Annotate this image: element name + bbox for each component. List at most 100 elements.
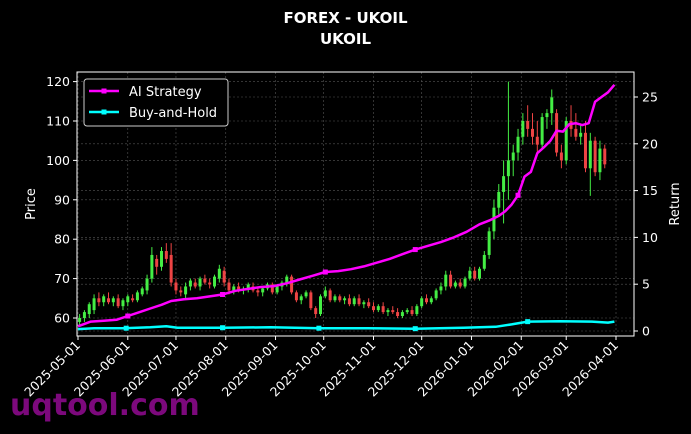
candle-body bbox=[583, 132, 587, 169]
line-marker bbox=[125, 313, 131, 319]
candle-body bbox=[444, 274, 448, 287]
candle-body bbox=[160, 251, 164, 267]
candle-body bbox=[400, 312, 404, 317]
candle-body bbox=[502, 176, 506, 192]
candle-body bbox=[184, 286, 188, 295]
candle-body bbox=[564, 121, 568, 161]
ai-strategy-marker-icon bbox=[101, 88, 107, 94]
candle-body bbox=[550, 97, 554, 114]
candle-body bbox=[497, 191, 501, 208]
candle-body bbox=[319, 296, 323, 315]
candle-body bbox=[304, 292, 308, 297]
buy-and-hold-line bbox=[77, 319, 615, 331]
candle-body bbox=[381, 306, 385, 313]
candle-body bbox=[535, 136, 539, 145]
candle-body bbox=[102, 296, 106, 303]
candle-body bbox=[603, 148, 607, 165]
candle-body bbox=[314, 308, 318, 315]
candle-body bbox=[468, 270, 472, 279]
candle-body bbox=[309, 292, 313, 309]
buy-hold-marker-icon bbox=[101, 109, 107, 115]
candle-body bbox=[290, 276, 294, 293]
candle-body bbox=[150, 254, 154, 279]
candle-body bbox=[299, 296, 303, 301]
candle-body bbox=[87, 304, 91, 315]
candle-body bbox=[222, 270, 226, 283]
y-tick-label: 80 bbox=[54, 232, 70, 247]
candle-body bbox=[179, 290, 183, 293]
candle-body bbox=[386, 310, 390, 313]
price-candles bbox=[78, 81, 607, 326]
candle-body bbox=[574, 128, 578, 137]
candle-body bbox=[213, 276, 217, 287]
candle-body bbox=[78, 318, 82, 322]
candle-body bbox=[376, 306, 380, 311]
candle-body bbox=[246, 284, 250, 289]
line-marker bbox=[123, 325, 129, 331]
y2-tick-label: 20 bbox=[642, 136, 658, 151]
candle-body bbox=[237, 286, 241, 291]
return-lines bbox=[77, 83, 616, 332]
candle-body bbox=[449, 274, 453, 287]
y2-tick-label: 5 bbox=[642, 277, 650, 292]
candle-body bbox=[140, 288, 144, 295]
candle-body bbox=[169, 254, 173, 283]
candle-body bbox=[208, 282, 212, 285]
candle-body bbox=[477, 268, 481, 279]
candle-body bbox=[405, 310, 409, 313]
candle-body bbox=[92, 298, 96, 311]
candle-body bbox=[429, 298, 433, 303]
line-marker bbox=[322, 269, 328, 275]
candle-body bbox=[391, 310, 395, 313]
y-tick-label: 100 bbox=[46, 153, 70, 168]
candle-body bbox=[410, 310, 414, 315]
candle-body bbox=[135, 292, 139, 301]
candle-body bbox=[453, 282, 457, 287]
return-axis-label: Return bbox=[668, 182, 683, 225]
candle-body bbox=[530, 128, 534, 137]
candle-body bbox=[174, 282, 178, 291]
line-marker bbox=[220, 291, 226, 297]
candle-body bbox=[131, 298, 135, 301]
candle-body bbox=[126, 296, 130, 303]
chart-title-line1: FOREX - UKOIL bbox=[283, 9, 408, 27]
line-marker bbox=[412, 326, 418, 332]
candle-body bbox=[275, 286, 279, 293]
candle-body bbox=[593, 140, 597, 173]
candle-body bbox=[107, 298, 111, 303]
candle-body bbox=[579, 132, 583, 137]
legend-ai-strategy: AI Strategy bbox=[129, 85, 202, 100]
candle-body bbox=[473, 270, 477, 279]
candle-body bbox=[487, 231, 491, 255]
candle-body bbox=[294, 292, 298, 301]
candle-body bbox=[540, 117, 544, 145]
watermark: uqtool.com bbox=[10, 388, 200, 423]
candle-body bbox=[511, 152, 515, 161]
candle-body bbox=[347, 298, 351, 305]
line-marker bbox=[412, 247, 418, 253]
line-marker bbox=[316, 325, 322, 331]
line-marker bbox=[525, 319, 531, 325]
candle-body bbox=[97, 298, 101, 303]
y2-tick-label: 0 bbox=[642, 324, 650, 339]
candle-body bbox=[328, 290, 332, 301]
y2-tick-label: 10 bbox=[642, 230, 658, 245]
candle-body bbox=[463, 278, 467, 287]
ai-strategy-line bbox=[77, 83, 616, 328]
return-axis: 0 5 10 15 20 25 bbox=[634, 90, 658, 339]
candle-body bbox=[338, 296, 342, 301]
plot-frame bbox=[76, 71, 635, 337]
y-tick-label: 120 bbox=[46, 74, 70, 89]
candle-body bbox=[116, 298, 120, 307]
chart-title-line2: UKOIL bbox=[319, 30, 372, 48]
candle-body bbox=[439, 286, 443, 291]
candle-body bbox=[285, 276, 289, 283]
line-marker bbox=[220, 325, 226, 331]
candle-body bbox=[415, 306, 419, 315]
legend-box bbox=[83, 78, 229, 127]
candle-body bbox=[458, 282, 462, 287]
candle-body bbox=[357, 298, 361, 305]
candle-body bbox=[521, 121, 525, 137]
candle-body bbox=[545, 113, 549, 118]
